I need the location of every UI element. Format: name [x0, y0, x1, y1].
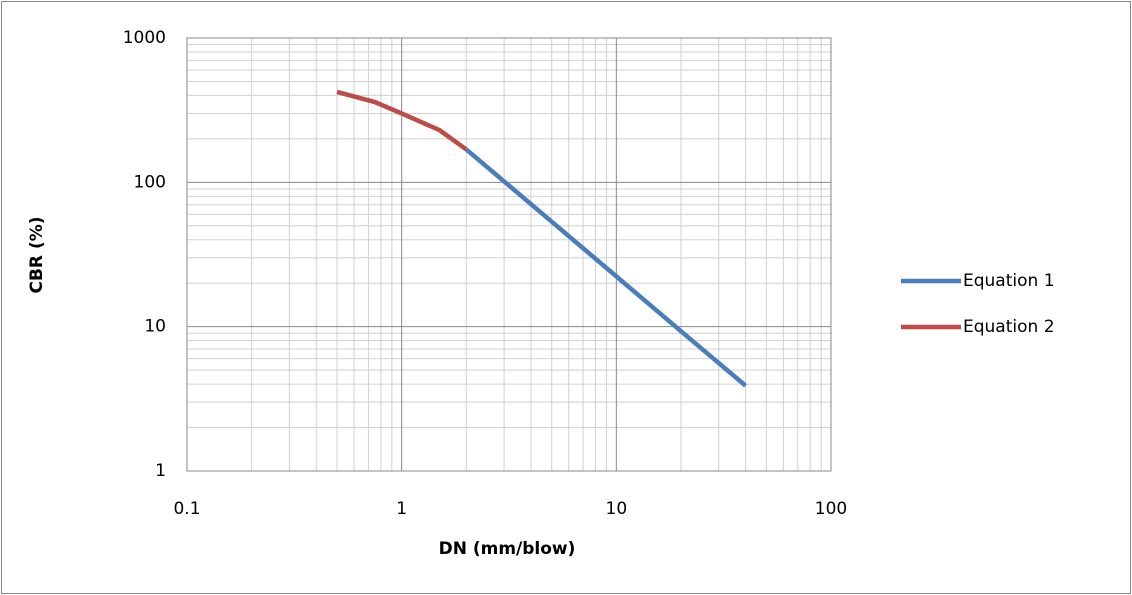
x-tick-label: 1: [396, 499, 407, 519]
legend-label: Equation 2: [963, 317, 1055, 337]
x-tick-label: 100: [815, 499, 847, 519]
y-tick-label: 100: [134, 172, 166, 192]
x-tick-label: 10: [606, 499, 628, 519]
series-line: [336, 89, 468, 152]
y-tick-label: 1: [155, 461, 166, 481]
plot-border: [186, 37, 832, 472]
y-tick-label: 1000: [123, 28, 166, 48]
x-tick-label: 0.1: [173, 499, 200, 519]
legend-label: Equation 1: [963, 271, 1055, 291]
y-tick-label: 10: [144, 317, 166, 337]
x-axis-title: DN (mm/blow): [439, 539, 576, 559]
series-line: [464, 147, 748, 388]
y-axis-title: CBR (%): [27, 216, 47, 293]
